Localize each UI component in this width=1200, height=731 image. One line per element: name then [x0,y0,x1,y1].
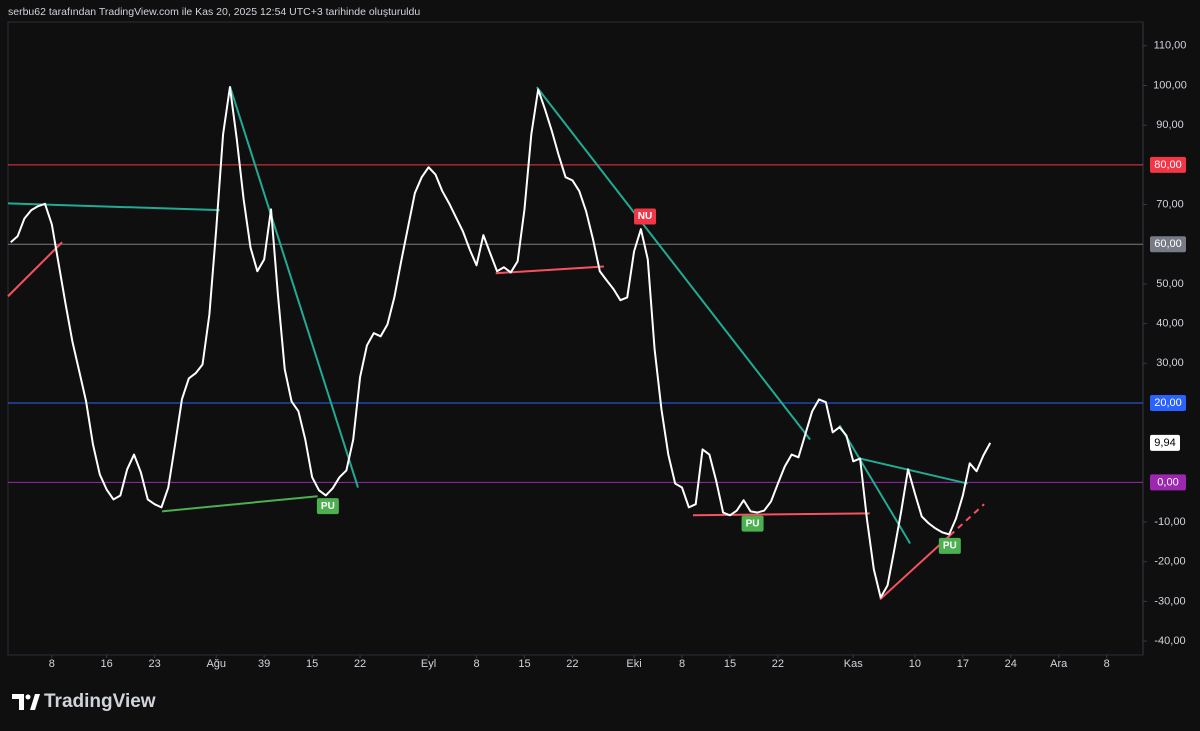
x-tick-label: 15 [306,658,318,670]
price-label-box [1150,474,1186,491]
x-tick-label: 22 [772,658,784,670]
logo-icon [30,694,40,710]
y-tick-label: 110,00 [1154,40,1187,52]
y-tick-label: 90,00 [1156,119,1184,131]
trendline [692,512,870,517]
price-label-box [1150,156,1186,173]
x-tick-label: Eyl [421,658,436,670]
logo-icon [12,694,24,710]
header: serbu62 tarafından TradingView.com ile K… [8,6,420,18]
price-label-box [1150,394,1186,411]
signal-box [634,208,657,225]
signal-box [741,515,764,532]
x-tick-label: 15 [724,658,736,670]
x-tick-label: Eki [626,658,641,670]
x-tick-label: Ara [1050,658,1068,670]
last-price-box [1150,434,1180,451]
y-tick-label: -10,00 [1154,516,1185,528]
price-line [10,86,992,599]
trendline [949,503,985,537]
signal-box [316,498,339,515]
x-tick-label: 15 [518,658,530,670]
x-tick-label: 8 [679,658,685,670]
logo-icon [25,694,31,700]
x-tick-label: 16 [101,658,113,670]
y-tick-label: -20,00 [1154,556,1185,568]
x-tick-label: 39 [258,658,270,670]
y-tick-label: 70,00 [1156,198,1184,210]
y-tick-label: -30,00 [1154,595,1185,607]
y-tick-label: 100,00 [1153,79,1187,91]
price-label-box [1150,236,1186,253]
price-label: 80,00 [1154,159,1182,171]
trendline [495,265,604,275]
signal-label: PU [943,541,957,552]
x-tick-label: 23 [148,658,160,670]
y-tick-label: 30,00 [1156,357,1184,369]
trendline [879,534,951,601]
last-price-label: 9,94 [1154,437,1175,449]
signal-box [938,537,961,554]
x-tick-label: Kas [844,658,863,670]
price-label: 20,00 [1154,397,1182,409]
price-label: 0,00 [1157,476,1178,488]
x-tick-label: 22 [354,658,366,670]
x-tick-label: 8 [473,658,479,670]
trendline [162,495,318,513]
x-tick-label: 17 [957,658,969,670]
trendline [7,241,63,297]
price-label: 60,00 [1154,238,1182,250]
signal-label: NU [638,211,652,222]
trendline [859,457,968,485]
trendline [536,86,811,441]
signal-label: PU [321,501,335,512]
x-tick-label: 8 [1104,658,1110,670]
y-tick-label: -40,00 [1154,635,1185,647]
x-tick-label: 22 [566,658,578,670]
plot-area [7,21,1144,656]
signal-label: PU [746,518,760,529]
y-tick-label: 50,00 [1156,278,1184,290]
logo: TradingView [12,691,156,712]
x-tick-label: Ağu [206,658,226,670]
y-tick-label: 40,00 [1156,318,1184,330]
x-tick-label: 24 [1005,658,1017,670]
x-tick-label: 8 [49,658,55,670]
x-tick-label: 10 [909,658,921,670]
trendline [228,85,359,488]
brand: TradingView [44,691,156,712]
